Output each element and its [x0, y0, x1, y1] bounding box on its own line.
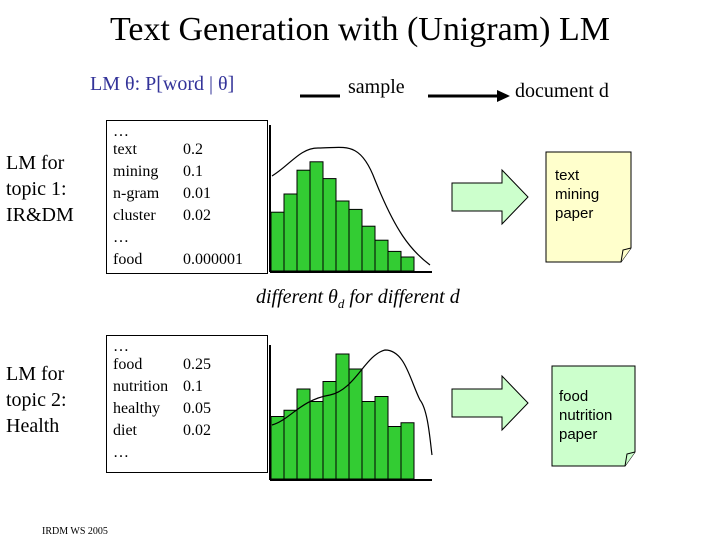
- document1-line: text: [555, 167, 580, 184]
- sample-arrow-1: [451, 168, 529, 226]
- histogram-bar: [387, 426, 402, 480]
- histogram1-bars: [270, 161, 415, 272]
- histogram-bar: [270, 416, 285, 480]
- histogram-bar: [387, 250, 402, 272]
- document2-line: nutrition: [559, 407, 613, 424]
- document2-line: food: [559, 388, 589, 405]
- histogram-bar: [270, 211, 285, 272]
- caption-subscript: d: [337, 296, 345, 311]
- document-label: document d: [515, 80, 609, 102]
- prob: 0.02: [183, 207, 211, 224]
- caption-suffix: for different d: [344, 286, 460, 308]
- word: nutrition: [113, 378, 169, 395]
- topic1-label-line: LM for: [6, 152, 65, 174]
- word: text: [113, 141, 137, 158]
- topic2-label: LM for topic 2: Health: [6, 361, 67, 439]
- prob: 0.1: [183, 378, 203, 395]
- prob: 0.05: [183, 400, 211, 417]
- word-row: food 0.000001: [113, 249, 267, 271]
- prob: 0.1: [183, 163, 203, 180]
- word: …: [113, 444, 129, 461]
- document1-text: text mining paper: [555, 166, 599, 223]
- word-row: nutrition 0.1: [113, 376, 267, 398]
- histogram-bar: [335, 200, 350, 272]
- document2-text: food nutrition paper: [559, 387, 612, 444]
- histogram-bar: [374, 396, 389, 480]
- word: food: [113, 251, 143, 268]
- topic2-word-table: … food 0.25 nutrition 0.1 healthy 0.05 diet…: [106, 335, 268, 473]
- caption-prefix: different θ: [256, 286, 338, 308]
- topic1-label-line: IR&DM: [6, 204, 74, 226]
- document2-fold: [624, 451, 636, 467]
- document1-fold: [620, 247, 632, 263]
- histogram-bar: [348, 368, 363, 480]
- histogram-bar: [283, 193, 298, 272]
- histogram-bar: [361, 225, 376, 272]
- topic2-label-line: Health: [6, 415, 60, 437]
- histogram-bar: [400, 256, 415, 272]
- histogram2-curve: [271, 349, 433, 456]
- word-row: diet 0.02: [113, 420, 267, 442]
- word: mining: [113, 163, 159, 180]
- word: diet: [113, 422, 137, 439]
- word: n-gram: [113, 185, 160, 202]
- histogram-bar: [348, 208, 363, 272]
- footer-text: IRDM WS 2005: [42, 526, 108, 537]
- different-theta-caption: different θd for different d: [256, 286, 460, 312]
- word: …: [113, 123, 129, 140]
- prob: 0.2: [183, 141, 203, 158]
- histogram-bar: [374, 239, 389, 272]
- histogram-bar: [296, 169, 311, 272]
- word-row: …: [113, 227, 267, 249]
- sample-arrowhead: [497, 90, 510, 102]
- word-row: n-gram 0.01: [113, 183, 267, 205]
- sample-label: sample: [348, 76, 405, 98]
- prob: 0.01: [183, 185, 211, 202]
- histogram-bar: [309, 401, 324, 480]
- histogram2-bars: [270, 353, 415, 480]
- histogram-bar: [361, 401, 376, 480]
- word: healthy: [113, 400, 161, 417]
- word-row: cluster 0.02: [113, 205, 267, 227]
- document1-line: paper: [555, 205, 594, 222]
- histogram-bar: [400, 422, 415, 480]
- histogram-bar: [322, 178, 337, 272]
- histogram-bar: [283, 409, 298, 480]
- prob: 0.000001: [183, 251, 243, 268]
- word: cluster: [113, 207, 156, 224]
- histogram-bar: [309, 161, 324, 272]
- document1-line: mining: [555, 186, 600, 203]
- topic1-label-line: topic 1:: [6, 178, 67, 200]
- word: …: [113, 338, 129, 355]
- histogram-bar: [335, 353, 350, 480]
- word: food: [113, 356, 143, 373]
- sample-arrow-2: [451, 374, 529, 432]
- histogram1-curve: [271, 146, 431, 266]
- word-row: text 0.2: [113, 139, 267, 161]
- topic1-word-table: … text 0.2 mining 0.1 n-gram 0.01 cluster 0.…: [106, 120, 268, 274]
- word: …: [113, 229, 129, 246]
- word-row: …: [113, 121, 267, 140]
- prob: 0.02: [183, 422, 211, 439]
- document2-line: paper: [559, 426, 598, 443]
- word-row: mining 0.1: [113, 161, 267, 183]
- topic1-label: LM for topic 1: IR&DM: [6, 150, 74, 228]
- word-row: …: [113, 442, 267, 464]
- word-row: healthy 0.05: [113, 398, 267, 420]
- word-row: …: [113, 336, 267, 355]
- slide-title: Text Generation with (Unigram) LM: [110, 11, 610, 48]
- lm-header-label: LM θ: P[word | θ]: [90, 73, 235, 95]
- prob: 0.25: [183, 356, 211, 373]
- topic2-label-line: topic 2:: [6, 389, 67, 411]
- topic2-label-line: LM for: [6, 363, 65, 385]
- word-row: food 0.25: [113, 354, 267, 376]
